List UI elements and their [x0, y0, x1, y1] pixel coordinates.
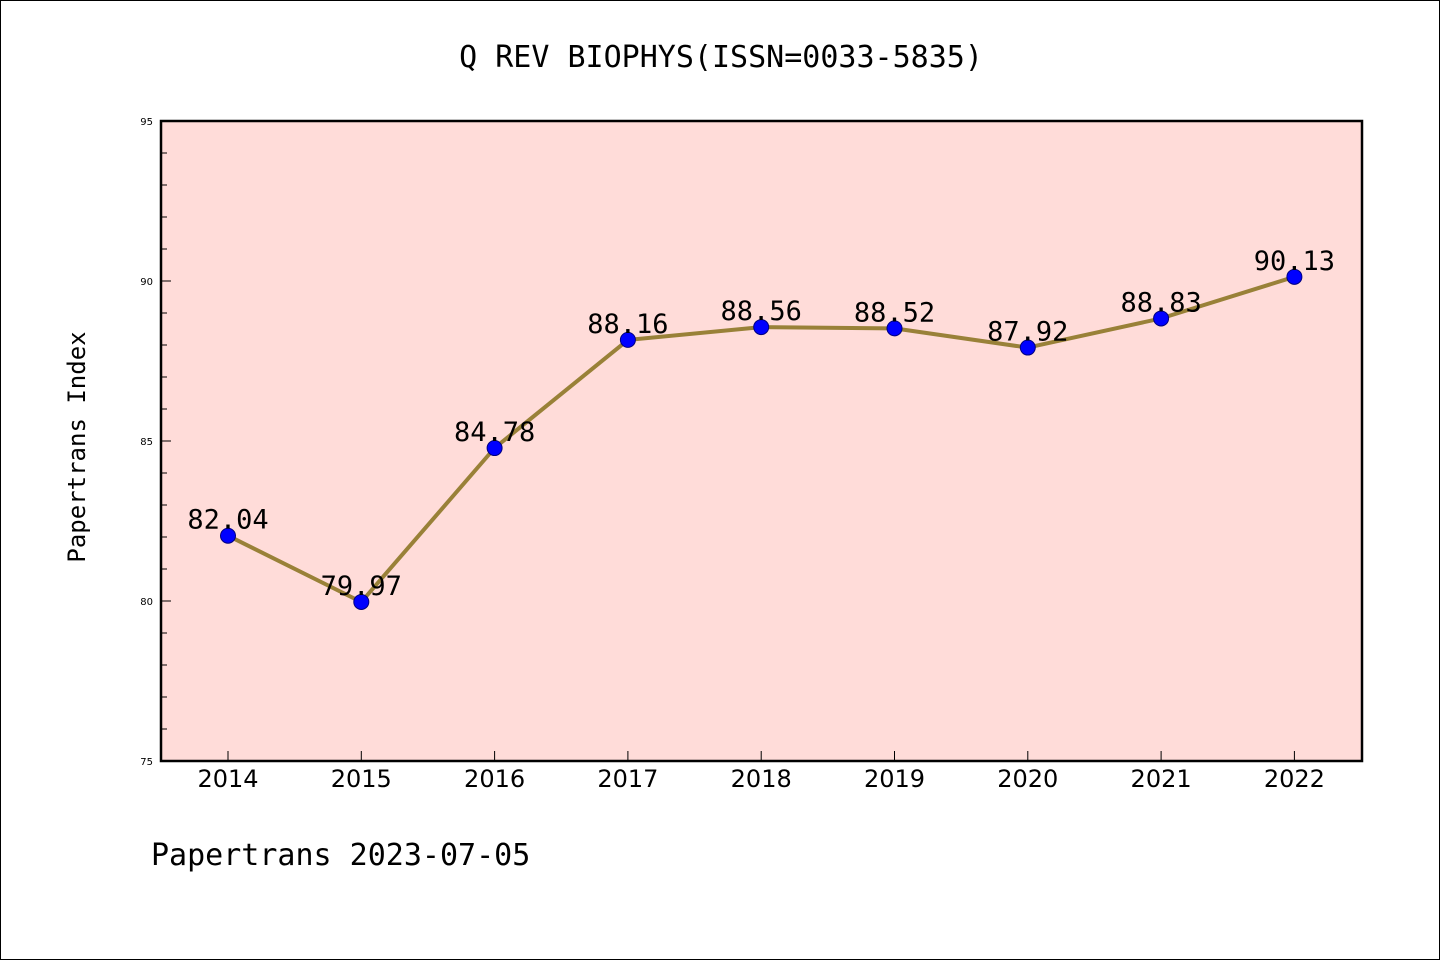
footer-credit: Papertrans 2023-07-05: [151, 838, 530, 873]
data-label: 84.78: [454, 417, 535, 448]
series-layer: [220, 268, 1303, 610]
data-label: 87.92: [987, 317, 1068, 348]
x-tick-label: 2022: [1264, 765, 1325, 793]
data-label: 88.52: [854, 297, 935, 328]
data-point: [220, 527, 236, 544]
x-tick-label: 2019: [864, 765, 925, 793]
x-tick-label: 2021: [1131, 765, 1192, 793]
data-label: 88.16: [587, 309, 668, 340]
y-tick-label: 95: [140, 117, 153, 128]
data-point: [886, 320, 903, 337]
y-tick-label: 80: [140, 597, 153, 608]
data-point: [1286, 268, 1303, 285]
data-label: 88.83: [1120, 287, 1201, 318]
chart-title: Q REV BIOPHYS(ISSN=0033-5835): [459, 40, 983, 75]
data-point: [619, 331, 636, 348]
y-tick-label: 90: [140, 277, 153, 288]
data-point: [486, 440, 503, 457]
data-point: [1153, 310, 1170, 327]
data-label: 90.13: [1254, 246, 1335, 277]
data-label: 82.04: [187, 505, 268, 536]
plot-area: [161, 121, 1362, 761]
x-tick-label: 2018: [731, 765, 792, 793]
data-point: [1019, 339, 1036, 356]
data-point: [353, 593, 370, 610]
data-label: 79.97: [321, 571, 402, 602]
data-point: [753, 319, 770, 336]
plot-border: [159, 119, 1364, 763]
x-tick-label: 2015: [331, 765, 392, 793]
x-tick-label: 2020: [997, 765, 1058, 793]
y-tick-label: 85: [140, 437, 153, 448]
x-tick-label: 2014: [197, 765, 258, 793]
x-axis: 2014 2015 2016 2017 2018 2019 2020 2021 2022: [197, 751, 1325, 793]
x-tick-label: 2016: [464, 765, 525, 793]
data-label: 88.56: [721, 296, 802, 327]
x-tick-label: 2017: [597, 765, 658, 793]
y-tick-label: 75: [140, 757, 153, 768]
data-labels: 82.04 79.97 84.78 88.16 88.56 88.52 87.92 88.83…: [187, 246, 1335, 602]
y-axis-label: Papertrans Index: [63, 331, 91, 562]
